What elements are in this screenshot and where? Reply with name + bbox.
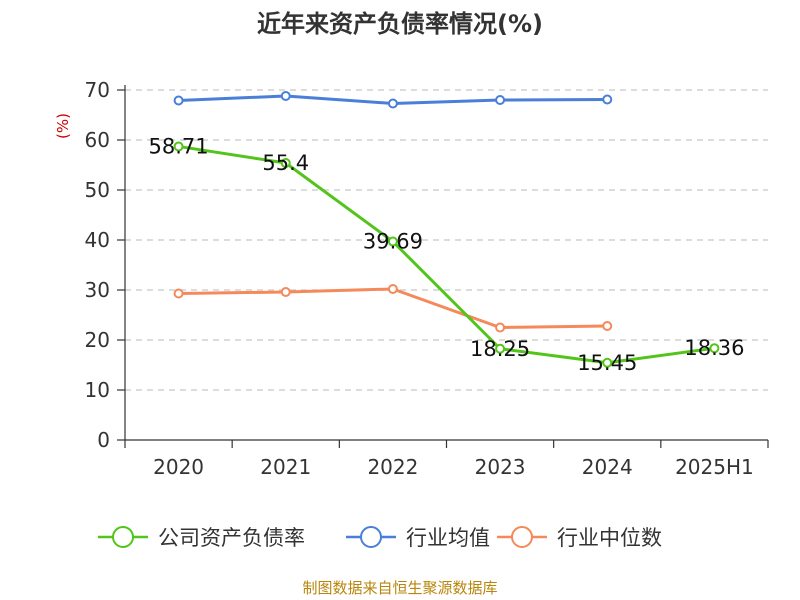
x-tick-label: 2025H1 xyxy=(675,455,754,479)
axes: 0 10 20 30 40 50 60 70 (%) 2020 2021 2022 2023 2024 20… xyxy=(54,78,769,479)
data-point xyxy=(602,94,613,105)
series-line xyxy=(178,287,608,329)
x-tick-label: 2024 xyxy=(582,455,633,479)
data-point xyxy=(280,287,291,297)
data-point xyxy=(602,321,613,331)
data-point xyxy=(602,357,613,368)
series-line xyxy=(178,144,715,365)
data-point xyxy=(280,158,291,168)
x-tick-label: 2023 xyxy=(475,455,526,479)
legend-marker xyxy=(511,526,533,548)
chart-title: 近年来资产负债率情况(%) xyxy=(257,10,543,38)
data-label: 15.45 xyxy=(577,351,637,375)
data-point xyxy=(387,98,398,109)
y-tick-label: 20 xyxy=(85,328,110,352)
y-tick-label: 40 xyxy=(85,228,110,252)
data-label: 58.71 xyxy=(149,134,209,158)
data-label: 18.25 xyxy=(470,337,530,361)
legend: 公司资产负债率 行业均值 行业中位数 xyxy=(98,526,662,550)
data-label: 18.36 xyxy=(684,336,744,360)
y-tick-label: 30 xyxy=(85,278,110,302)
legend-marker xyxy=(360,526,382,548)
y-tick-label: 70 xyxy=(85,78,110,102)
legend-item: 行业均值 xyxy=(346,526,490,550)
legend-label: 行业中位数 xyxy=(557,526,662,550)
x-tick-label: 2020 xyxy=(153,455,204,479)
data-point xyxy=(173,95,184,106)
x-tick-label: 2021 xyxy=(260,455,311,479)
y-tick-label: 0 xyxy=(97,428,110,452)
data-point xyxy=(495,322,506,333)
data-point xyxy=(173,288,184,299)
data-point xyxy=(495,95,506,105)
y-tick-label: 10 xyxy=(85,378,110,402)
data-point xyxy=(495,343,506,354)
data-labels: 58.71 55.4 39.69 18.25 15.45 18.36 xyxy=(149,134,745,374)
data-point xyxy=(387,236,398,247)
source-note: 制图数据来自恒生聚源数据库 xyxy=(302,579,498,597)
legend-item: 行业中位数 xyxy=(497,526,662,550)
data-point xyxy=(280,91,291,101)
data-label: 39.69 xyxy=(363,230,423,254)
data-point xyxy=(173,141,184,152)
data-point xyxy=(387,284,398,294)
y-tick-label: 60 xyxy=(85,128,110,152)
legend-item: 公司资产负债率 xyxy=(98,526,305,550)
legend-label: 公司资产负债率 xyxy=(158,526,305,550)
legend-marker xyxy=(112,526,134,548)
gridlines xyxy=(125,89,768,391)
y-tick-label: 50 xyxy=(85,178,110,202)
series-lines xyxy=(173,91,720,368)
y-axis-title: (%) xyxy=(54,113,72,139)
x-tick-label: 2022 xyxy=(367,455,418,479)
legend-label: 行业均值 xyxy=(406,526,490,550)
data-label: 55.4 xyxy=(262,151,309,175)
data-point xyxy=(709,343,720,354)
